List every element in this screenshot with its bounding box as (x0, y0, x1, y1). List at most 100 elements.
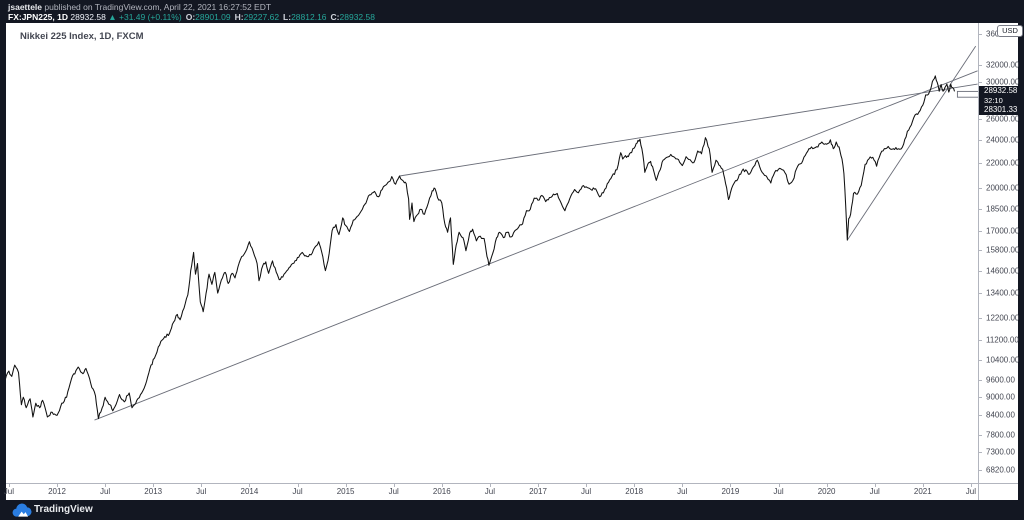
ohlc-label: O: (185, 12, 196, 22)
price-tick-mark (978, 140, 982, 142)
time-tick-mark (586, 483, 588, 487)
price-tick-mark (978, 163, 982, 165)
time-tick-label: Jul (965, 487, 977, 496)
price-tick-label: 9000.00 (986, 392, 1015, 402)
up-arrow-icon: ▲ (108, 12, 117, 22)
time-tick-mark (57, 483, 58, 487)
trendline-uptrend-from-2012-low[interactable] (94, 70, 978, 421)
time-tick-label: 2017 (529, 487, 547, 496)
price-tick-mark (978, 434, 982, 436)
trendline-line-from-2015-high[interactable] (399, 83, 978, 177)
time-tick-mark (826, 483, 828, 487)
time-tick-mark (778, 483, 780, 487)
price-tick-mark (978, 359, 982, 361)
symbol-info-row: FX:JPN225, 1D 28932.58 ▲ +31.49 (+0.11%)… (8, 12, 375, 22)
time-tick-label: 2021 (913, 487, 932, 496)
time-tick-label: Jul (196, 487, 207, 496)
time-tick-label: 2014 (240, 487, 259, 496)
time-tick-mark (249, 483, 251, 487)
price-axis-separator (978, 23, 979, 500)
price-tick-mark (978, 230, 982, 232)
time-tick-label: Jul (484, 487, 496, 496)
ohlc-label: H: (234, 12, 244, 22)
time-tick-label: 2018 (625, 487, 644, 496)
price-tick-label: 9600.00 (986, 375, 1015, 385)
price-tick-label: 7800.00 (986, 430, 1015, 440)
last-price: 28932.58 (70, 12, 106, 22)
price-tick-label: 6820.00 (986, 465, 1015, 475)
time-tick-label: Jul (773, 487, 784, 496)
price-tick-mark (978, 81, 982, 83)
time-tick-label: 2015 (336, 487, 355, 496)
publish-info: jsaettele published on TradingView.com, … (8, 2, 271, 12)
footer-brand[interactable]: TradingView (34, 504, 93, 515)
bar-countdown-badge: 32:10 (979, 96, 1022, 107)
price-tick-mark (978, 470, 982, 471)
ohlc-value: 28901.09 (195, 12, 231, 22)
price-tick-label: 18500.00 (986, 204, 1020, 214)
time-axis-separator (6, 483, 1018, 484)
time-tick-mark (634, 483, 636, 487)
price-tick-label: 12200.00 (986, 313, 1020, 323)
price-tick-mark (978, 270, 982, 272)
price-tick-label: 14600.00 (986, 266, 1020, 276)
chart-window: Nikkei 225 Index, 1D, FXCM 36000.0032000… (3, 23, 1023, 500)
time-tick-label: Jul (677, 487, 688, 496)
tradingview-logo-icon[interactable] (10, 503, 34, 518)
price-tick-mark (978, 293, 982, 295)
time-tick-mark (489, 483, 491, 487)
price-tick-label: 20000.00 (986, 183, 1020, 193)
time-tick-label: 2020 (817, 487, 836, 496)
rectangle-annotation[interactable] (956, 90, 978, 98)
published-text: published on TradingView.com, April 22, … (42, 2, 272, 12)
ohlc-value: 28812.16 (291, 12, 327, 22)
price-tick-label: 15800.00 (986, 245, 1020, 255)
ohlc-label: L: (283, 12, 292, 22)
price-tick-label: 22000.00 (986, 158, 1020, 168)
price-series-line[interactable] (6, 75, 956, 420)
price-tick-label: 17000.00 (986, 226, 1020, 236)
price-tick-label: 10400.00 (986, 355, 1020, 364)
time-tick-label: Jul (580, 487, 592, 496)
time-tick-label: Jul (3, 487, 15, 496)
time-tick-label: 2013 (144, 487, 163, 496)
price-tick-mark (978, 249, 982, 251)
symbol-label: FX:JPN225, 1D (8, 12, 68, 22)
time-tick-mark (441, 483, 443, 487)
chart-title: Nikkei 225 Index, 1D, FXCM (20, 31, 144, 42)
time-tick-mark (153, 483, 155, 487)
time-tick-mark (874, 483, 876, 487)
price-tick-mark (978, 65, 982, 66)
time-tick-mark (393, 483, 395, 487)
price-tick-label: 24000.00 (986, 135, 1020, 145)
price-plot[interactable] (6, 23, 978, 483)
price-tick-label: 11200.00 (986, 335, 1019, 345)
time-tick-label: 2019 (721, 487, 740, 496)
ohlc-values: O:28901.09 H:29227.62 L:28812.16 C:28932.58 (182, 12, 375, 22)
currency-badge: USD (997, 25, 1023, 37)
time-tick-label: Jul (99, 487, 111, 496)
price-tick-label: 30000.00 (986, 77, 1020, 87)
level-price-badge: 28301.33 (979, 105, 1022, 116)
price-tick-mark (978, 397, 982, 399)
time-tick-mark (8, 483, 10, 487)
trendline-uptrend-from-2020-low[interactable] (846, 45, 977, 241)
price-tick-mark (978, 380, 982, 382)
time-tick-mark (105, 483, 107, 487)
time-tick-mark (922, 483, 924, 487)
time-tick-mark (201, 483, 203, 487)
price-tick-mark (978, 452, 982, 454)
price-tick-label: 26000.00 (986, 114, 1020, 124)
ohlc-label: C: (330, 12, 340, 22)
price-tick-label: 7300.00 (986, 447, 1015, 457)
time-tick-label: Jul (388, 487, 399, 496)
ohlc-value: 28932.58 (339, 12, 375, 22)
time-tick-label: Jul (869, 487, 880, 496)
time-tick-mark (682, 483, 684, 487)
time-tick-mark (970, 483, 972, 487)
price-tick-mark (978, 340, 982, 342)
price-tick-mark (978, 188, 982, 190)
price-tick-mark (978, 119, 982, 121)
time-tick-mark (345, 483, 347, 487)
